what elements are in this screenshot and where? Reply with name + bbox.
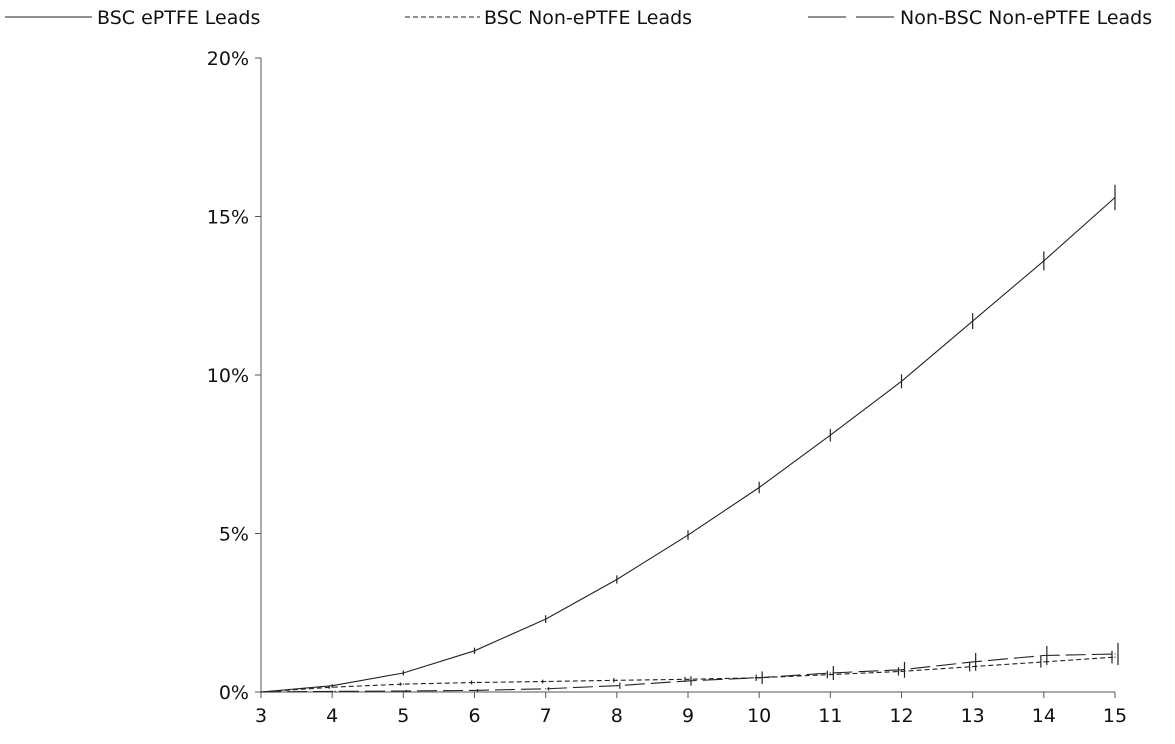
x-tick-label: 5 bbox=[397, 705, 409, 727]
legend-item: BSC ePTFE Leads bbox=[5, 7, 260, 29]
legend-item: BSC Non-ePTFE Leads bbox=[405, 7, 692, 29]
data-point bbox=[900, 380, 903, 382]
legend-item: Non-BSC Non-ePTFE Leads bbox=[808, 7, 1152, 29]
legend-label: BSC Non-ePTFE Leads bbox=[484, 7, 692, 29]
series-2 bbox=[260, 650, 1116, 693]
x-tick-label: 10 bbox=[747, 705, 771, 727]
data-point bbox=[473, 689, 476, 692]
legend-label: Non-BSC Non-ePTFE Leads bbox=[900, 7, 1152, 29]
x-tick-label: 11 bbox=[818, 705, 842, 727]
data-point bbox=[687, 680, 689, 682]
x-tick-label: 13 bbox=[961, 705, 985, 727]
series-3 bbox=[260, 642, 1119, 693]
data-point bbox=[829, 673, 831, 676]
data-point bbox=[758, 486, 760, 489]
data-point bbox=[972, 661, 974, 663]
data-point bbox=[473, 650, 476, 652]
data-point bbox=[829, 672, 831, 674]
data-point bbox=[972, 320, 974, 322]
data-point bbox=[1114, 653, 1116, 655]
data-point bbox=[1114, 196, 1116, 199]
data-point bbox=[545, 618, 547, 620]
data-point bbox=[616, 578, 618, 581]
legend-label: BSC ePTFE Leads bbox=[97, 7, 260, 29]
data-point bbox=[616, 685, 618, 687]
data-point bbox=[402, 672, 404, 674]
series-line bbox=[260, 197, 1116, 693]
data-point bbox=[829, 434, 831, 436]
data-point bbox=[1043, 661, 1045, 663]
data-point bbox=[758, 677, 760, 679]
data-point bbox=[1043, 260, 1045, 262]
y-tick-label: 5% bbox=[219, 524, 249, 546]
series-1 bbox=[260, 184, 1116, 693]
x-tick-label: 14 bbox=[1032, 705, 1056, 727]
x-tick-label: 3 bbox=[255, 705, 267, 727]
data-point bbox=[331, 686, 333, 688]
x-tick-label: 8 bbox=[611, 705, 623, 727]
data-point bbox=[545, 680, 547, 683]
series-line bbox=[260, 656, 1116, 693]
data-point bbox=[402, 690, 404, 692]
data-point bbox=[545, 688, 547, 690]
x-tick-label: 6 bbox=[468, 705, 480, 727]
data-point bbox=[687, 534, 689, 536]
y-tick-label: 10% bbox=[207, 365, 249, 387]
data-point bbox=[331, 685, 333, 687]
x-tick-label: 9 bbox=[682, 705, 694, 727]
y-tick-label: 20% bbox=[207, 48, 249, 70]
legend: BSC ePTFE Leads BSC Non-ePTFE Leads Non-BS… bbox=[5, 7, 1152, 29]
data-point bbox=[900, 669, 903, 671]
data-point bbox=[402, 683, 404, 685]
data-point bbox=[900, 670, 903, 672]
y-tick-label: 0% bbox=[219, 682, 249, 704]
x-tick-label: 7 bbox=[540, 705, 552, 727]
data-point bbox=[972, 666, 974, 668]
x-tick-label: 12 bbox=[889, 705, 913, 727]
data-point bbox=[616, 679, 618, 681]
data-point bbox=[473, 681, 476, 684]
data-point bbox=[687, 678, 689, 680]
x-tick-label: 4 bbox=[326, 705, 338, 727]
axes: 0% 5% 10% 15% 20% 3 4 5 6 7 8 9 10 11 12 13 14 15 bbox=[207, 48, 1127, 727]
data-point bbox=[1114, 656, 1116, 658]
y-tick-label: 15% bbox=[207, 207, 249, 229]
series-line bbox=[260, 653, 1116, 693]
plot-area bbox=[260, 184, 1119, 693]
x-tick-label: 15 bbox=[1103, 705, 1127, 727]
data-point bbox=[331, 690, 333, 692]
data-point bbox=[260, 691, 262, 693]
data-point bbox=[1043, 654, 1045, 657]
